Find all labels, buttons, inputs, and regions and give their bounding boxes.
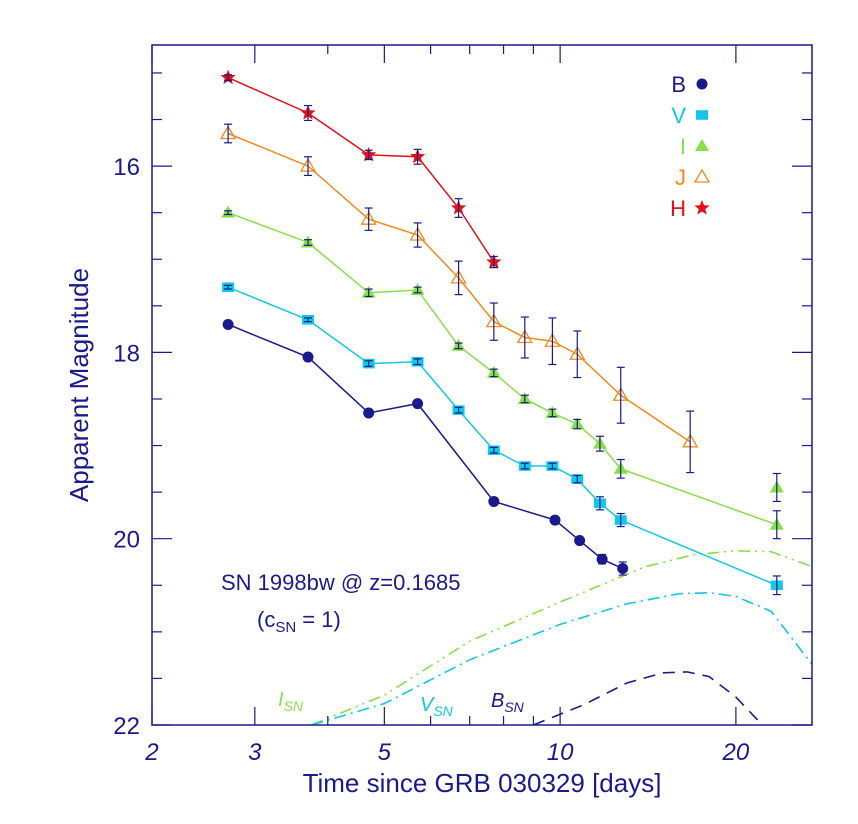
axis-ticks: 2 3 5 10 20 16 18 20 22 [113, 45, 812, 766]
legend-marker-h [694, 200, 710, 215]
legend-marker-j [693, 168, 711, 183]
legend-label-i: I [680, 134, 686, 159]
data-point-b [412, 398, 424, 410]
legend-label-v: V [671, 103, 686, 128]
x-tick-label: 20 [722, 739, 750, 766]
series-line-h [227, 76, 495, 263]
curve-label-sub: SN [433, 703, 453, 719]
x-tick-label: 10 [547, 739, 574, 766]
sn-annotation-open: (c [257, 607, 275, 632]
series-line-b [227, 323, 624, 570]
b-sn-label: BSN [491, 690, 525, 715]
legend-marker-i [695, 139, 709, 151]
data-point-b [302, 351, 314, 363]
y-tick-label: 20 [113, 527, 140, 554]
legend-label-h: H [670, 196, 686, 221]
i-sn-label: ISN [278, 689, 304, 714]
x-tick-label: 3 [248, 739, 262, 766]
legend-label-b: B [671, 72, 686, 97]
curve-label-sub: SN [504, 699, 524, 715]
curve-label-main: I [278, 689, 284, 711]
v-sn-label: VSN [420, 694, 454, 719]
plot-area [219, 69, 812, 725]
y-axis-label: Apparent Magnitude [64, 268, 94, 502]
sn-annotation-close: = 1) [296, 607, 341, 632]
sn-annotation-sub: SN [275, 619, 296, 636]
data-point-b [488, 495, 500, 507]
legend-marker-b [696, 78, 708, 90]
data-point-b [549, 514, 561, 526]
legend-label-j: J [675, 165, 686, 190]
legend-marker-v [696, 110, 708, 120]
series-line-i [227, 211, 778, 526]
b-sn-curve [533, 671, 763, 725]
curve-label-sub: SN [284, 698, 304, 714]
curve-label-main: V [420, 694, 435, 716]
v-sn-curve [311, 591, 812, 725]
data-point-b [222, 318, 234, 330]
y-tick-label: 16 [113, 154, 140, 181]
y-tick-label: 22 [113, 713, 140, 740]
data-point-b [363, 407, 375, 419]
sn-annotation-line1: SN 1998bw @ z=0.1685 [221, 570, 460, 595]
series-line-v [227, 286, 778, 586]
x-tick-label: 5 [378, 739, 392, 766]
x-tick-label: 2 [144, 739, 158, 766]
y-tick-label: 18 [113, 340, 140, 367]
sn-annotation-line2: (cSN = 1) [257, 607, 341, 636]
curve-label-main: B [491, 690, 504, 712]
plot-frame [151, 44, 813, 726]
x-axis-label: Time since GRB 030329 [days] [303, 768, 662, 798]
data-point-b [574, 535, 586, 547]
